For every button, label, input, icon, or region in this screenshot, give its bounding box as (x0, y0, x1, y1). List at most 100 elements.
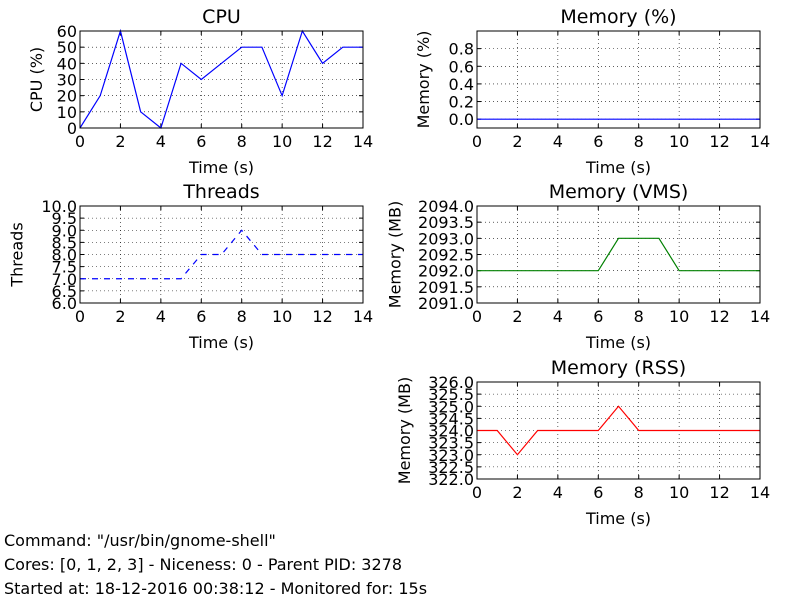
plot-frame (79, 30, 364, 129)
x-tick-label: 10 (669, 483, 689, 502)
x-tick-label: 6 (593, 132, 603, 151)
y-tick-label: 326.0 (428, 373, 474, 392)
cpu-y-axis-label: CPU (%) (27, 47, 46, 112)
cpu-title: CPU (202, 6, 241, 28)
y-tick-label: 9.5 (52, 209, 77, 228)
x-tick-label: 4 (156, 132, 166, 151)
x-tick-label: 0 (75, 132, 85, 151)
y-tick-label: 0.0 (449, 110, 474, 129)
y-tick-label: 322.5 (428, 458, 474, 477)
memory-y-axis-label: Memory (%) (414, 31, 433, 129)
memory-rss-series-line (477, 405, 760, 456)
process-details-text: Cores: [0, 1, 2, 3] - Niceness: 0 - Pare… (4, 555, 403, 574)
cpu-x-axis-label: Time (s) (188, 158, 254, 177)
x-tick-label: 4 (553, 132, 563, 151)
x-tick-label: 12 (709, 483, 729, 502)
x-tick-label: 4 (156, 307, 166, 326)
threads-title: Threads (182, 181, 259, 203)
y-tick-label: 9.0 (52, 221, 77, 240)
y-tick-label: 2093.0 (418, 229, 474, 248)
y-tick-label: 6.5 (52, 282, 77, 301)
x-tick-label: 10 (272, 307, 292, 326)
y-tick-label: 30 (57, 71, 77, 90)
y-tick-label: 2091.5 (418, 278, 474, 297)
x-tick-label: 2 (512, 132, 522, 151)
x-tick-label: 12 (709, 307, 729, 326)
x-tick-label: 2 (512, 483, 522, 502)
y-tick-label: 0.4 (449, 75, 474, 94)
y-tick-label: 2092.5 (418, 246, 474, 265)
x-tick-label: 8 (634, 132, 644, 151)
memory-x-axis-label: Time (s) (585, 158, 651, 177)
y-tick-label: 50 (57, 38, 77, 57)
memory-vms-x-axis-label: Time (s) (585, 333, 651, 352)
threads-y-axis-label: Threads (8, 222, 27, 287)
memory-vms-y-axis-label: Memory (MB) (385, 201, 404, 308)
plot-frame (476, 205, 761, 304)
x-tick-label: 12 (312, 132, 332, 151)
x-tick-label: 8 (634, 483, 644, 502)
x-tick-label: 8 (634, 307, 644, 326)
plot-frame (476, 381, 761, 480)
x-tick-label: 6 (593, 307, 603, 326)
x-tick-label: 4 (553, 307, 563, 326)
memory-rss-chart: 0 2 4 6 8 10 12 14 322.0322.5323.0323.5324.0324.… (395, 357, 770, 528)
y-tick-label: 324.0 (428, 422, 474, 441)
x-tick-label: 12 (709, 132, 729, 151)
y-tick-label: 8.0 (52, 246, 77, 265)
y-tick-label: 40 (57, 54, 77, 73)
y-tick-label: 10 (57, 103, 77, 122)
y-tick-label: 324.5 (428, 409, 474, 428)
y-tick-label: 8.5 (52, 233, 77, 252)
plot-frame (476, 30, 761, 129)
x-tick-label: 14 (750, 483, 770, 502)
x-tick-label: 0 (472, 483, 482, 502)
y-tick-label: 325.5 (428, 385, 474, 404)
threads-series-line (80, 229, 363, 280)
x-tick-label: 8 (237, 307, 247, 326)
y-tick-label: 0.2 (449, 93, 474, 112)
y-tick-label: 325.0 (428, 397, 474, 416)
x-tick-label: 14 (353, 132, 373, 151)
x-tick-label: 0 (75, 307, 85, 326)
x-tick-label: 10 (669, 307, 689, 326)
y-tick-label: 0.6 (449, 57, 474, 76)
memory-vms-chart: 0 2 4 6 8 10 12 142091.02091.52092.02092.52093.… (385, 181, 770, 352)
memory-vms-series-line (477, 237, 760, 272)
monitoring-time-text: Started at: 18-12-2016 00:38:12 - Monito… (4, 579, 428, 598)
memory-chart: 0 2 4 6 8 10 12 14 0.00.20.40.60.8 Memory (%) Time… (414, 6, 770, 177)
y-tick-label: 2091.0 (418, 294, 474, 313)
threads-x-axis-label: Time (s) (188, 333, 254, 352)
x-tick-label: 6 (196, 132, 206, 151)
cpu-series-line (79, 28, 363, 130)
x-tick-label: 2 (512, 307, 522, 326)
x-tick-label: 14 (353, 307, 373, 326)
memory-rss-y-axis-label: Memory (MB) (395, 377, 414, 484)
y-tick-label: 60 (57, 22, 77, 41)
y-tick-label: 2092.0 (418, 262, 474, 281)
y-tick-label: 323.5 (428, 434, 474, 453)
memory-title: Memory (%) (560, 6, 676, 28)
x-tick-label: 2 (115, 132, 125, 151)
plot-frame (79, 205, 364, 304)
memory-rss-x-axis-label: Time (s) (585, 509, 651, 528)
x-tick-label: 8 (237, 132, 247, 151)
y-tick-label: 0.8 (449, 40, 474, 59)
y-tick-label: 322.0 (428, 470, 474, 489)
memory-rss-title: Memory (RSS) (551, 357, 686, 379)
threads-chart: 0 2 4 6 8 10 12 14 6.06.57.07.58.08.59.09.510.0 T… (8, 181, 374, 352)
y-tick-label: 0 (67, 119, 77, 138)
y-tick-label: 10.0 (41, 197, 77, 216)
x-tick-label: 2 (115, 307, 125, 326)
x-tick-label: 6 (196, 307, 206, 326)
x-tick-label: 4 (553, 483, 563, 502)
x-tick-label: 12 (312, 307, 332, 326)
x-tick-label: 14 (750, 132, 770, 151)
command-text: Command: "/usr/bin/gnome-shell" (4, 531, 276, 550)
y-tick-label: 7.5 (52, 258, 77, 277)
y-tick-label: 323.0 (428, 446, 474, 465)
y-tick-label: 7.0 (52, 270, 77, 289)
y-tick-label: 6.0 (52, 294, 77, 313)
